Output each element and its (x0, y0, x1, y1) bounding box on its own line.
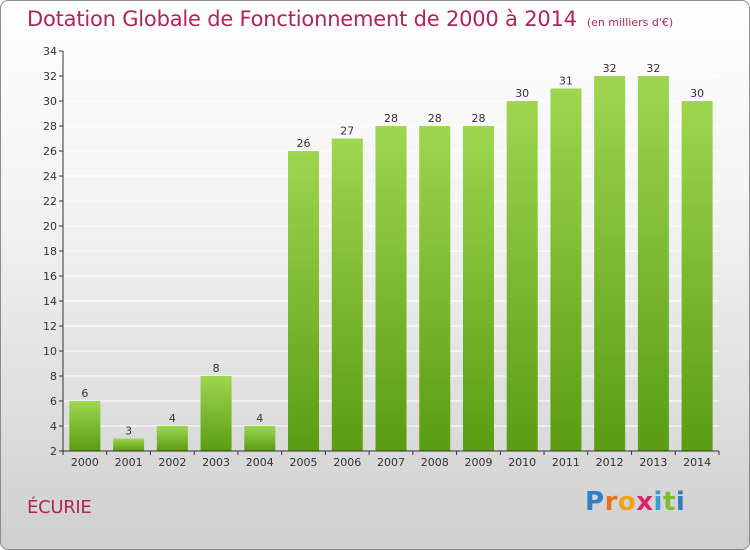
bar-2000 (69, 401, 101, 451)
x-tick-label-2009: 2009 (464, 456, 492, 469)
data-label-2003: 8 (213, 362, 220, 375)
bar-2004 (244, 426, 276, 451)
chart-title: Dotation Globale de Fonctionnement de 20… (27, 7, 673, 31)
x-tick-label-2011: 2011 (552, 456, 580, 469)
x-tick-label-2007: 2007 (377, 456, 405, 469)
y-tick-label: 32 (43, 70, 57, 83)
bar-2011 (550, 88, 582, 451)
data-label-2014: 30 (690, 87, 704, 100)
bars (69, 76, 713, 451)
data-label-2001: 3 (125, 425, 132, 438)
logo-letter: t (662, 487, 676, 517)
data-label-2009: 28 (471, 112, 485, 125)
bar-2006 (331, 138, 363, 451)
y-tick-label: 10 (43, 345, 57, 358)
data-labels: 6 3 4 8 4 26 27 28 28 28 30 31 32 32 30 (81, 62, 704, 438)
y-tick-label: 12 (43, 320, 57, 333)
chart-subtitle: (en milliers d'€) (586, 16, 674, 29)
y-tick-label: 6 (50, 395, 57, 408)
data-label-2013: 32 (646, 62, 660, 75)
data-label-2006: 27 (340, 125, 354, 138)
commune-name: ÉCURIE (27, 497, 92, 518)
data-label-2011: 31 (559, 75, 573, 88)
data-label-2012: 32 (603, 62, 617, 75)
bar-2008 (419, 126, 451, 451)
bar-2012 (594, 76, 626, 451)
y-tick-label: 30 (43, 95, 57, 108)
x-tick-label-2012: 2012 (596, 456, 624, 469)
logo-letter: i (653, 487, 663, 517)
x-tick-label-2001: 2001 (115, 456, 143, 469)
logo-letter: o (617, 487, 637, 517)
x-tick-label-2000: 2000 (71, 456, 99, 469)
data-label-2005: 26 (297, 137, 311, 150)
x-tick-label-2005: 2005 (290, 456, 318, 469)
bar-2010 (506, 101, 538, 451)
logo-letter: P (585, 487, 605, 517)
data-label-2002: 4 (169, 412, 176, 425)
y-tick-label: 28 (43, 120, 57, 133)
y-tick-label: 8 (50, 370, 57, 383)
data-label-2008: 28 (428, 112, 442, 125)
bar-2002 (156, 426, 188, 451)
y-tick-label: 26 (43, 145, 57, 158)
bar-2013 (637, 76, 669, 451)
logo-letter: r (604, 487, 618, 517)
y-tick-label: 34 (43, 45, 57, 58)
x-tick-label-2013: 2013 (639, 456, 667, 469)
y-tick-label: 24 (43, 170, 57, 183)
bar-2014 (681, 101, 713, 451)
proxiti-logo[interactable]: Proxiti (585, 487, 685, 517)
x-tick-label-2002: 2002 (158, 456, 186, 469)
bar-2001 (113, 438, 145, 451)
y-tick-label: 20 (43, 220, 57, 233)
y-tick-label: 22 (43, 195, 57, 208)
y-tick-label: 2 (50, 445, 57, 458)
y-tick-label: 4 (50, 420, 57, 433)
x-tick-label-2010: 2010 (508, 456, 536, 469)
x-tick-label-2014: 2014 (683, 456, 711, 469)
data-label-2010: 30 (515, 87, 529, 100)
chart-title-text: Dotation Globale de Fonctionnement de 20… (27, 7, 577, 31)
bar-2003 (200, 376, 232, 451)
bar-2009 (462, 126, 494, 451)
data-label-2000: 6 (81, 387, 88, 400)
logo-letter: i (675, 487, 686, 517)
bar-2005 (288, 151, 320, 451)
x-tick-label-2008: 2008 (421, 456, 449, 469)
data-label-2004: 4 (256, 412, 263, 425)
x-tick-label-2004: 2004 (246, 456, 274, 469)
x-tick-label-2006: 2006 (333, 456, 361, 469)
y-tick-label: 18 (43, 245, 57, 258)
x-tick-label-2003: 2003 (202, 456, 230, 469)
data-label-2007: 28 (384, 112, 398, 125)
logo-letter: x (636, 487, 654, 517)
y-tick-label: 16 (43, 270, 57, 283)
bar-2007 (375, 126, 407, 451)
y-tick-label: 14 (43, 295, 57, 308)
